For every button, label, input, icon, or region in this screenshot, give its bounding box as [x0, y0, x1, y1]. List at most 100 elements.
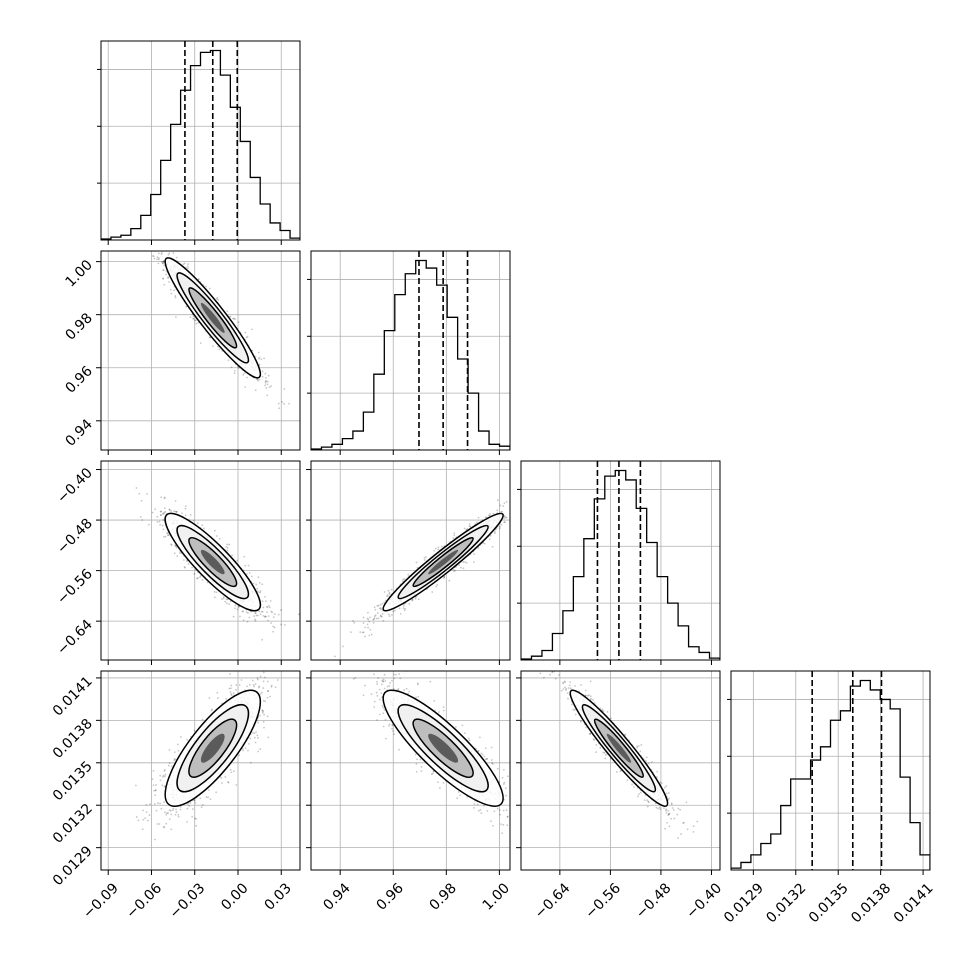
sample-point: [270, 622, 273, 624]
sample-point: [270, 610, 273, 613]
sample-point: [184, 566, 186, 569]
sample-point: [174, 296, 177, 299]
sample-point: [252, 684, 255, 686]
sample-point: [280, 609, 282, 611]
sample-point: [402, 607, 405, 609]
sample-point: [493, 530, 496, 533]
sample-point: [165, 822, 168, 825]
sample-point: [163, 801, 165, 804]
sample-point: [175, 511, 178, 513]
sample-point: [519, 511, 521, 513]
sample-point: [167, 277, 170, 279]
sample-point: [540, 483, 542, 485]
sample-point: [227, 781, 229, 783]
sample-point: [199, 342, 202, 344]
histogram-panel-1: [307, 250, 511, 455]
sample-point: [334, 655, 336, 658]
sample-point: [411, 598, 414, 601]
sample-point: [278, 407, 281, 410]
sample-point: [167, 764, 170, 767]
sample-point: [229, 673, 231, 675]
sample-point: [253, 615, 255, 618]
sample-point: [155, 238, 157, 240]
sample-point: [146, 492, 149, 495]
sample-point: [205, 285, 208, 288]
sample-point: [268, 386, 271, 389]
sample-point: [167, 248, 169, 250]
sample-point: [184, 505, 187, 507]
sample-point: [350, 631, 352, 634]
sample-point: [499, 525, 501, 528]
sample-point: [160, 496, 163, 499]
sample-point: [264, 376, 267, 379]
sample-point: [505, 516, 508, 519]
sample-point: [381, 613, 384, 615]
sample-point: [364, 635, 366, 638]
sample-point: [264, 596, 266, 598]
sample-point: [173, 289, 175, 292]
sample-point: [367, 626, 369, 629]
sample-point: [249, 761, 252, 764]
sample-point: [179, 805, 182, 808]
sample-point: [218, 537, 221, 540]
sample-point: [379, 607, 381, 610]
sample-point: [233, 317, 235, 320]
sample-point: [153, 838, 156, 841]
sample-point: [149, 803, 151, 806]
sample-point: [231, 554, 233, 557]
sample-point: [266, 606, 269, 609]
sample-point: [372, 618, 375, 621]
sample-point: [388, 593, 391, 595]
sample-point: [368, 620, 371, 623]
sample-point: [243, 555, 246, 558]
sample-point: [245, 336, 248, 339]
sample-point: [162, 277, 164, 280]
y-tick-label: 0.98: [62, 310, 95, 343]
sample-point: [466, 528, 469, 530]
sample-point: [258, 378, 261, 381]
sample-point: [498, 527, 501, 530]
sample-point: [264, 384, 267, 387]
sample-point: [382, 619, 385, 622]
sample-point: [477, 516, 480, 519]
sample-point: [464, 561, 466, 563]
sample-point: [148, 243, 150, 245]
sample-point: [208, 697, 211, 699]
sample-point: [179, 808, 182, 811]
sample-point: [367, 618, 370, 621]
sample-point: [462, 561, 465, 563]
sample-point: [262, 710, 265, 713]
sample-point: [423, 556, 426, 559]
sample-point: [156, 515, 159, 518]
sample-point: [417, 598, 420, 601]
sample-point: [500, 523, 503, 526]
sample-point: [273, 626, 276, 629]
sample-point: [163, 769, 166, 772]
sample-point: [189, 513, 192, 516]
sample-point: [442, 577, 445, 580]
sample-point: [392, 610, 395, 613]
sample-point: [264, 676, 266, 679]
sample-point: [186, 738, 189, 741]
sample-point: [168, 252, 171, 255]
sample-point: [168, 508, 171, 511]
sample-point: [228, 543, 231, 546]
sample-point: [142, 818, 145, 821]
sample-point: [437, 546, 440, 549]
sample-point: [267, 374, 270, 377]
sample-point: [394, 609, 396, 612]
sample-point: [268, 604, 270, 607]
sample-point: [252, 663, 254, 665]
sample-point: [251, 731, 254, 734]
sample-point: [153, 257, 156, 260]
sample-point: [259, 591, 262, 594]
sample-point: [247, 612, 249, 614]
sample-point: [187, 267, 190, 270]
sample-point: [487, 514, 490, 517]
sample-point: [162, 513, 165, 515]
sample-point: [399, 613, 402, 615]
sample-point: [277, 402, 280, 405]
sample-point: [259, 613, 262, 616]
sample-point: [262, 671, 265, 674]
sample-point: [261, 638, 264, 641]
